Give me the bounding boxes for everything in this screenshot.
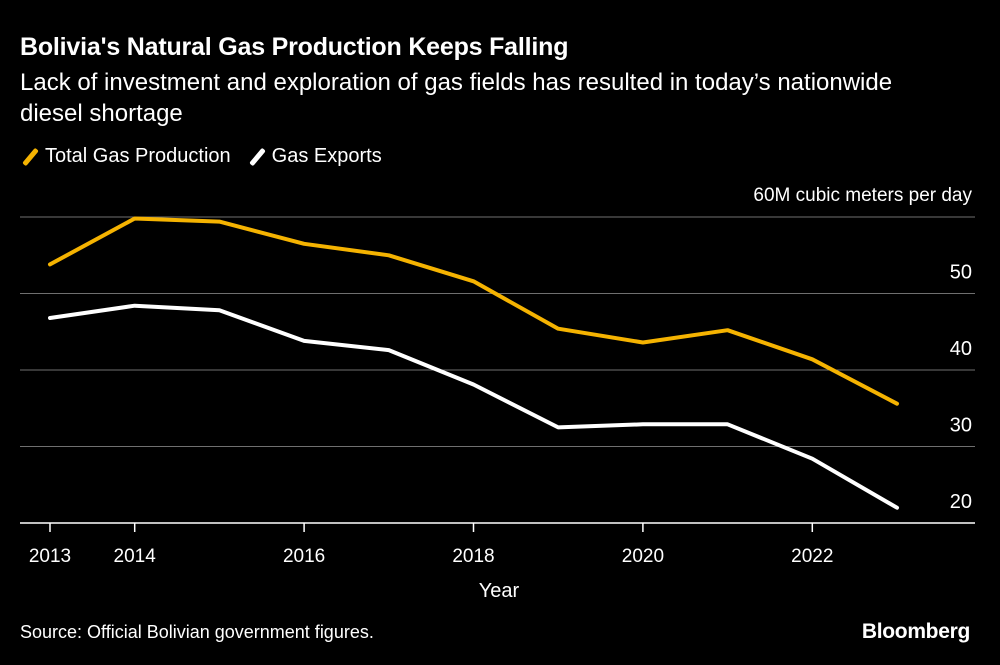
x-tick-label-2018: 2018 [452, 546, 494, 567]
bloomberg-logo: Bloomberg [861, 620, 970, 643]
x-tick-label-2022: 2022 [791, 546, 833, 567]
legend-item-gas-exports: Gas Exports [247, 145, 382, 168]
x-tick-label-2020: 2020 [622, 546, 664, 567]
x-tick-label-2014: 2014 [114, 546, 157, 567]
series-line-total-gas-production [48, 216, 899, 406]
chart-title: Bolivia's Natural Gas Production Keeps F… [20, 33, 569, 61]
legend-item-total-gas-production: Total Gas Production [20, 145, 231, 168]
y-tick-label-20: 20 [950, 491, 972, 513]
y-tick-label-60: 60M cubic meters per day [753, 185, 972, 206]
chart-legend: Total Gas Production Gas Exports [20, 145, 398, 168]
chart-subtitle: Lack of investment and exploration of ga… [20, 69, 893, 127]
y-tick-label-50: 50 [950, 262, 972, 284]
x-tick-label-2016: 2016 [283, 546, 325, 567]
y-tick-label-30: 30 [950, 415, 972, 437]
legend-label-gas-exports: Gas Exports [271, 145, 382, 167]
legend-label-total-gas-production: Total Gas Production [45, 145, 231, 167]
x-axis-title: Year [479, 580, 520, 602]
series-line-gas-exports [48, 303, 899, 510]
source-note: Source: Official Bolivian government fig… [20, 622, 374, 642]
x-tick-label-2013: 2013 [29, 546, 71, 567]
y-tick-label-40: 40 [950, 338, 972, 360]
